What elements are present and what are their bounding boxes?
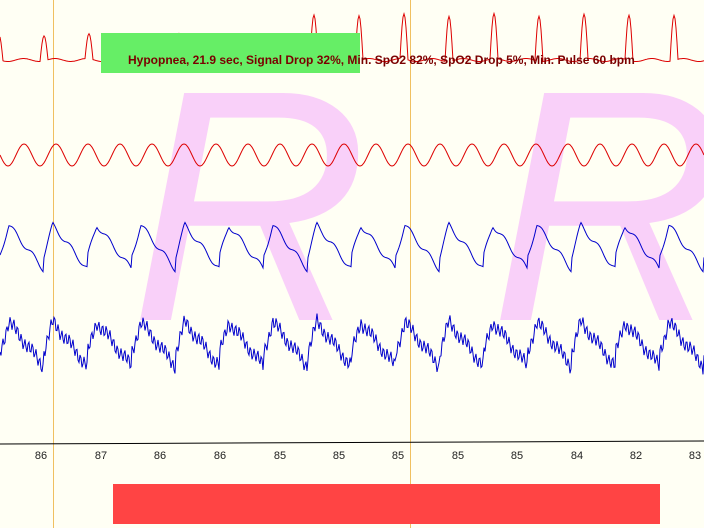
flow-trace: [0, 143, 704, 167]
event-annotation: Hypopnea, 21.9 sec, Signal Drop 32%, Min…: [128, 53, 635, 67]
spo2-reading: 82: [630, 450, 642, 462]
spo2-reading: 85: [274, 450, 286, 462]
event-bar[interactable]: [113, 484, 660, 524]
spo2-reading: 86: [35, 450, 47, 462]
watermark: R: [490, 21, 704, 390]
spo2-reading: 83: [689, 450, 701, 462]
spo2-reading: 85: [392, 450, 404, 462]
readings-row: 86 87 86 86 85 85 85 85 85 84 82 83: [35, 450, 701, 462]
baseline: [0, 440, 704, 445]
spo2-reading: 86: [154, 450, 166, 462]
spo2-reading: 87: [95, 450, 107, 462]
effort-trace: [0, 221, 704, 274]
watermark: R: [130, 21, 368, 390]
spo2-reading: 86: [214, 450, 226, 462]
spo2-reading: 85: [511, 450, 523, 462]
event-highlight: [101, 33, 360, 73]
effort-trace-2: [0, 313, 704, 375]
spo2-reading: 85: [333, 450, 345, 462]
spo2-reading: 84: [571, 450, 583, 462]
spo2-reading: 85: [452, 450, 464, 462]
